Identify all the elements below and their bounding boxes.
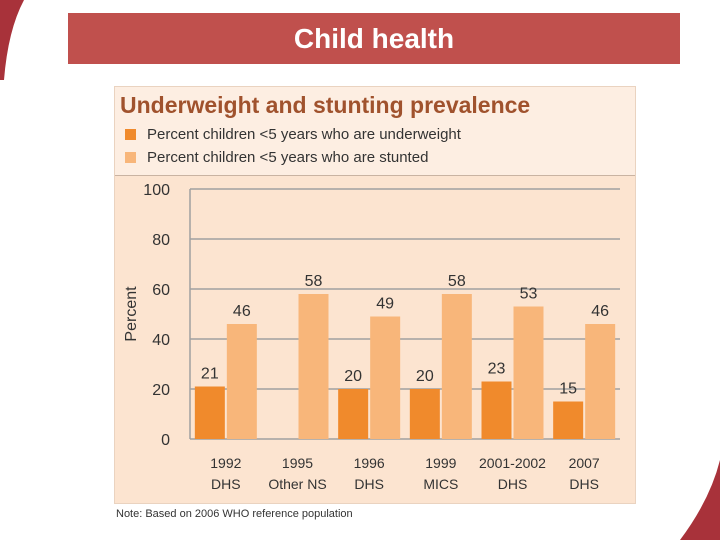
data-label: 53 xyxy=(520,286,538,303)
decorative-corner-right xyxy=(680,460,720,540)
bar-underweight xyxy=(194,386,225,439)
data-label: 49 xyxy=(376,296,394,313)
data-label: 21 xyxy=(201,366,219,383)
x-tick-label: 1999 xyxy=(425,455,456,471)
x-tick-sublabel: MICS xyxy=(423,476,458,492)
data-label: 15 xyxy=(559,381,577,398)
chart-title: Underweight and stunting prevalence xyxy=(120,92,531,118)
legend-label-underweight: Percent children <5 years who are underw… xyxy=(147,126,461,143)
y-tick-label: 80 xyxy=(152,232,170,249)
bar-stunted xyxy=(226,324,257,439)
bar-underweight xyxy=(409,389,440,439)
data-label: 58 xyxy=(305,273,323,290)
data-label: 58 xyxy=(448,273,466,290)
footnote: Note: Based on 2006 WHO reference popula… xyxy=(116,508,353,520)
data-label: 23 xyxy=(488,361,506,378)
bar-underweight xyxy=(481,381,512,439)
y-axis-label: Percent xyxy=(123,286,140,342)
data-label: 46 xyxy=(233,303,251,320)
bar-stunted xyxy=(513,306,544,439)
slide-title: Child health xyxy=(293,22,455,54)
data-label: 20 xyxy=(416,368,434,385)
legend-item-stunted: Percent children <5 years who are stunte… xyxy=(125,149,428,166)
y-tick-label: 40 xyxy=(152,332,170,349)
x-tick-sublabel: DHS xyxy=(569,476,599,492)
x-tick-label: 2007 xyxy=(569,455,600,471)
x-tick-label: 1995 xyxy=(282,455,313,471)
bar-stunted xyxy=(585,324,616,439)
x-tick-label: 1992 xyxy=(210,455,241,471)
legend-item-underweight: Percent children <5 years who are underw… xyxy=(125,126,461,143)
chart-header: Underweight and stunting prevalence Perc… xyxy=(115,87,635,176)
y-tick-label: 60 xyxy=(152,282,170,299)
legend-swatch-underweight xyxy=(125,129,136,140)
legend-swatch-stunted xyxy=(125,152,136,163)
legend-label-stunted: Percent children <5 years who are stunte… xyxy=(147,149,429,166)
slide-title-banner: Child health xyxy=(68,13,680,64)
x-tick-sublabel: Other NS xyxy=(268,476,326,492)
x-tick-label: 2001-2002 xyxy=(479,455,546,471)
bar-underweight xyxy=(338,389,369,439)
y-tick-label: 100 xyxy=(143,182,170,199)
data-label: 20 xyxy=(344,368,362,385)
x-tick-sublabel: DHS xyxy=(211,476,241,492)
bar-underweight xyxy=(553,401,584,439)
bar-stunted xyxy=(298,294,329,439)
x-tick-sublabel: DHS xyxy=(498,476,528,492)
decorative-corner-left xyxy=(0,0,24,80)
data-label: 46 xyxy=(591,303,609,320)
y-tick-label: 20 xyxy=(152,382,170,399)
bar-stunted xyxy=(441,294,472,439)
y-tick-label: 0 xyxy=(161,432,170,449)
bar-stunted xyxy=(370,316,401,439)
x-tick-sublabel: DHS xyxy=(354,476,384,492)
chart-plot: 0 20 40 60 80 100 Percent 21 46 1992 DHS 58 1995 Othe… xyxy=(123,182,620,492)
x-tick-label: 1996 xyxy=(354,455,385,471)
